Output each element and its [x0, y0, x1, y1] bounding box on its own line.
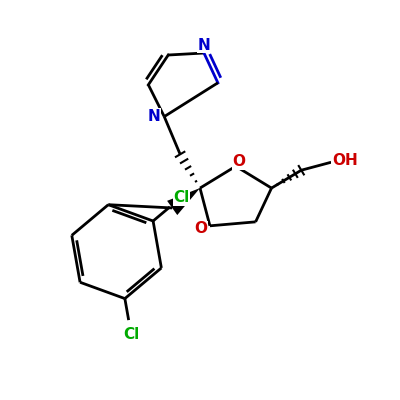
Text: O: O	[195, 222, 208, 236]
Text: O: O	[232, 154, 246, 169]
Text: OH: OH	[332, 153, 358, 168]
Text: N: N	[198, 38, 210, 52]
Text: Cl: Cl	[173, 190, 190, 205]
Polygon shape	[167, 188, 200, 215]
Text: N: N	[148, 109, 161, 124]
Text: Cl: Cl	[123, 328, 140, 342]
